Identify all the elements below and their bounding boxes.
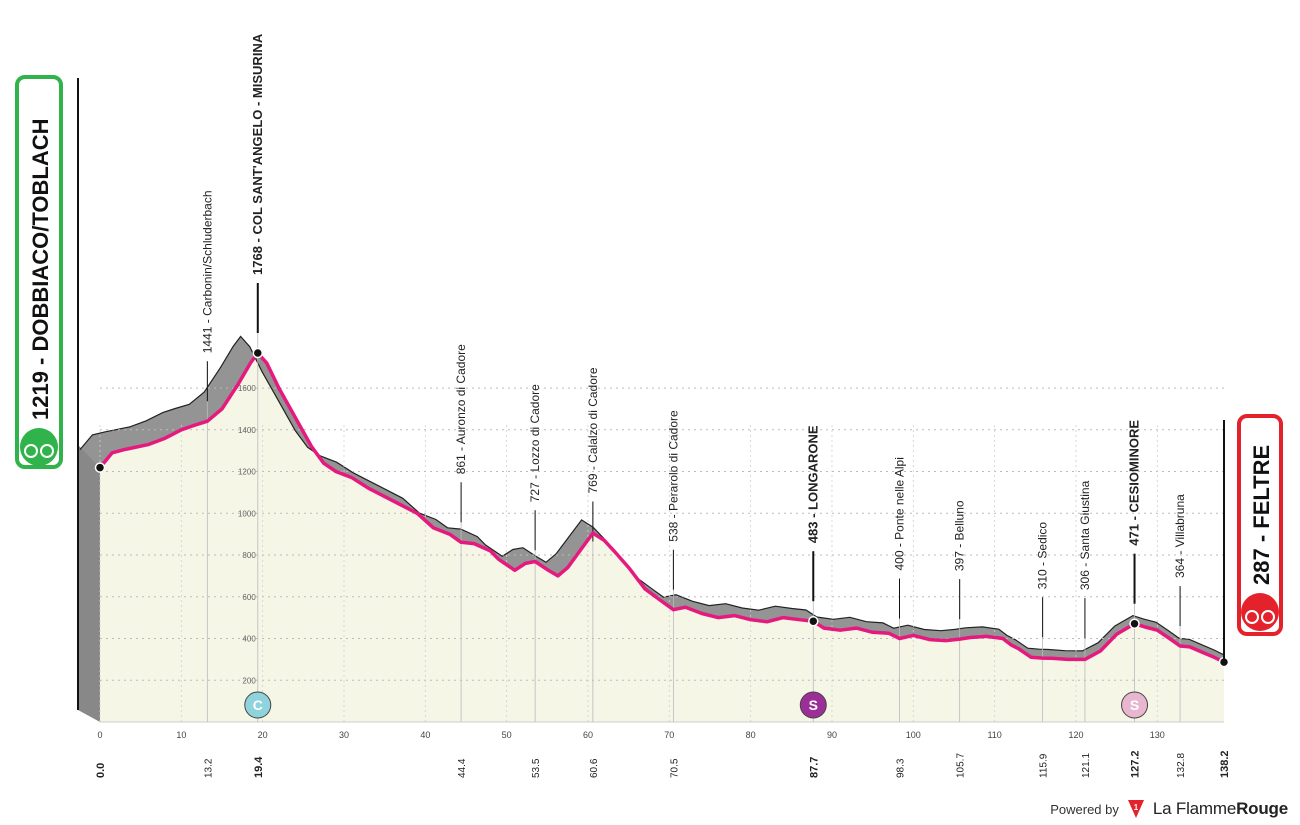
y-tick-label: 1000 xyxy=(238,509,256,518)
place-label: 861 - Auronzo di Cadore xyxy=(454,344,468,474)
x-tick-label: 20 xyxy=(258,730,268,740)
brand-name: La FlammeRouge xyxy=(1153,799,1288,819)
profile-dot xyxy=(1129,618,1140,629)
place-label: 400 - Ponte nelle Alpi xyxy=(892,457,906,570)
km-marker-label: 13.2 xyxy=(203,758,214,778)
profile-dot xyxy=(94,462,106,473)
finish-cyclist-icon xyxy=(1241,593,1279,631)
y-tick-label: 1400 xyxy=(238,426,256,435)
badge-letter: S xyxy=(1130,697,1139,713)
y-tick-label: 600 xyxy=(242,593,256,602)
place-label: 538 - Perarolo di Cadore xyxy=(666,410,680,542)
km-marker-label: 121.1 xyxy=(1081,753,1092,778)
place-label: 1768 - COL SANT'ANGELO - MISURINA xyxy=(250,33,265,275)
wheel-icon xyxy=(40,444,54,458)
y-tick-label: 400 xyxy=(242,635,256,644)
km-marker-label: 0.0 xyxy=(95,763,107,778)
x-tick-label: 40 xyxy=(420,730,430,740)
x-tick-label: 70 xyxy=(664,730,674,740)
km-marker-label: 44.4 xyxy=(457,758,468,778)
x-tick-label: 100 xyxy=(906,730,921,740)
wheel-icon xyxy=(24,444,38,458)
badge-letter: C xyxy=(253,697,263,713)
start-label-text: 1219 - DOBBIACO/TOBLACH xyxy=(28,118,53,420)
x-tick-label: 120 xyxy=(1068,730,1083,740)
y-tick-label: 800 xyxy=(242,551,256,560)
km-marker-label: 19.4 xyxy=(253,756,265,778)
km-marker-label: 98.3 xyxy=(895,758,906,778)
km-marker-label: 132.8 xyxy=(1176,753,1187,778)
x-tick-label: 90 xyxy=(827,730,837,740)
km-marker-label: 127.2 xyxy=(1130,750,1142,778)
place-label: 306 - Santa Giustina xyxy=(1078,480,1092,590)
y-tick-label: 1200 xyxy=(238,468,256,477)
finish-label-text: 287 - FELTRE xyxy=(1249,445,1274,585)
place-label: 471 - CESIOMINORE xyxy=(1127,420,1142,546)
x-tick-label: 60 xyxy=(583,730,593,740)
start-wall xyxy=(78,445,100,722)
place-label: 364 - Villabruna xyxy=(1173,494,1187,578)
place-label: 397 - Belluno xyxy=(953,500,967,571)
x-tick-label: 10 xyxy=(176,730,186,740)
place-label: 483 - LONGARONE xyxy=(805,425,820,543)
km-marker-label: 53.5 xyxy=(531,758,542,778)
footer-credit: Powered by 1 La FlammeRouge xyxy=(1050,799,1288,819)
gpm-badge xyxy=(244,691,272,719)
wheel-icon xyxy=(1245,610,1259,624)
svg-text:1: 1 xyxy=(1134,803,1139,812)
km-marker-label: 138.2 xyxy=(1219,750,1231,778)
place-label: 727 - Lozzo di Cadore xyxy=(528,384,542,502)
brand-suffix: Rouge xyxy=(1236,799,1288,818)
powered-by-label: Powered by xyxy=(1050,801,1119,817)
km-marker-label: 105.7 xyxy=(956,753,967,778)
sprint-badge xyxy=(799,691,827,719)
flame-logo-icon: 1 xyxy=(1127,800,1144,818)
profile-dot xyxy=(808,615,819,627)
start-box xyxy=(15,75,63,469)
x-tick-label: 0 xyxy=(97,730,102,740)
finish-box xyxy=(1237,414,1283,636)
place-label: 769 - Calalzo di Cadore xyxy=(586,367,600,493)
x-tick-label: 30 xyxy=(339,730,349,740)
badge-letter: S xyxy=(809,697,818,713)
profile-dot xyxy=(252,347,264,359)
sprint-badge xyxy=(1121,691,1149,719)
place-label: 1441 - Carbonin/Schluderbach xyxy=(200,190,214,353)
y-tick-label: 200 xyxy=(242,676,256,685)
x-tick-label: 80 xyxy=(746,730,756,740)
km-marker-label: 115.9 xyxy=(1039,753,1050,778)
km-marker-label: 87.7 xyxy=(808,757,820,778)
wheel-icon xyxy=(1261,610,1275,624)
x-tick-label: 130 xyxy=(1150,730,1165,740)
profile-line xyxy=(98,351,1225,664)
x-tick-label: 50 xyxy=(502,730,512,740)
profile-area xyxy=(100,353,1224,722)
finish-label: 287 - FELTRE xyxy=(1237,414,1283,636)
brand-prefix: La Flamme xyxy=(1152,799,1237,818)
start-label: 1219 - DOBBIACO/TOBLACH xyxy=(15,75,63,469)
km-marker-label: 60.6 xyxy=(589,758,600,778)
x-tick-label: 110 xyxy=(987,730,1001,740)
y-tick-label: 1600 xyxy=(238,384,256,393)
km-marker-label: 70.5 xyxy=(669,758,680,778)
place-label: 310 - Sedico xyxy=(1036,522,1050,590)
